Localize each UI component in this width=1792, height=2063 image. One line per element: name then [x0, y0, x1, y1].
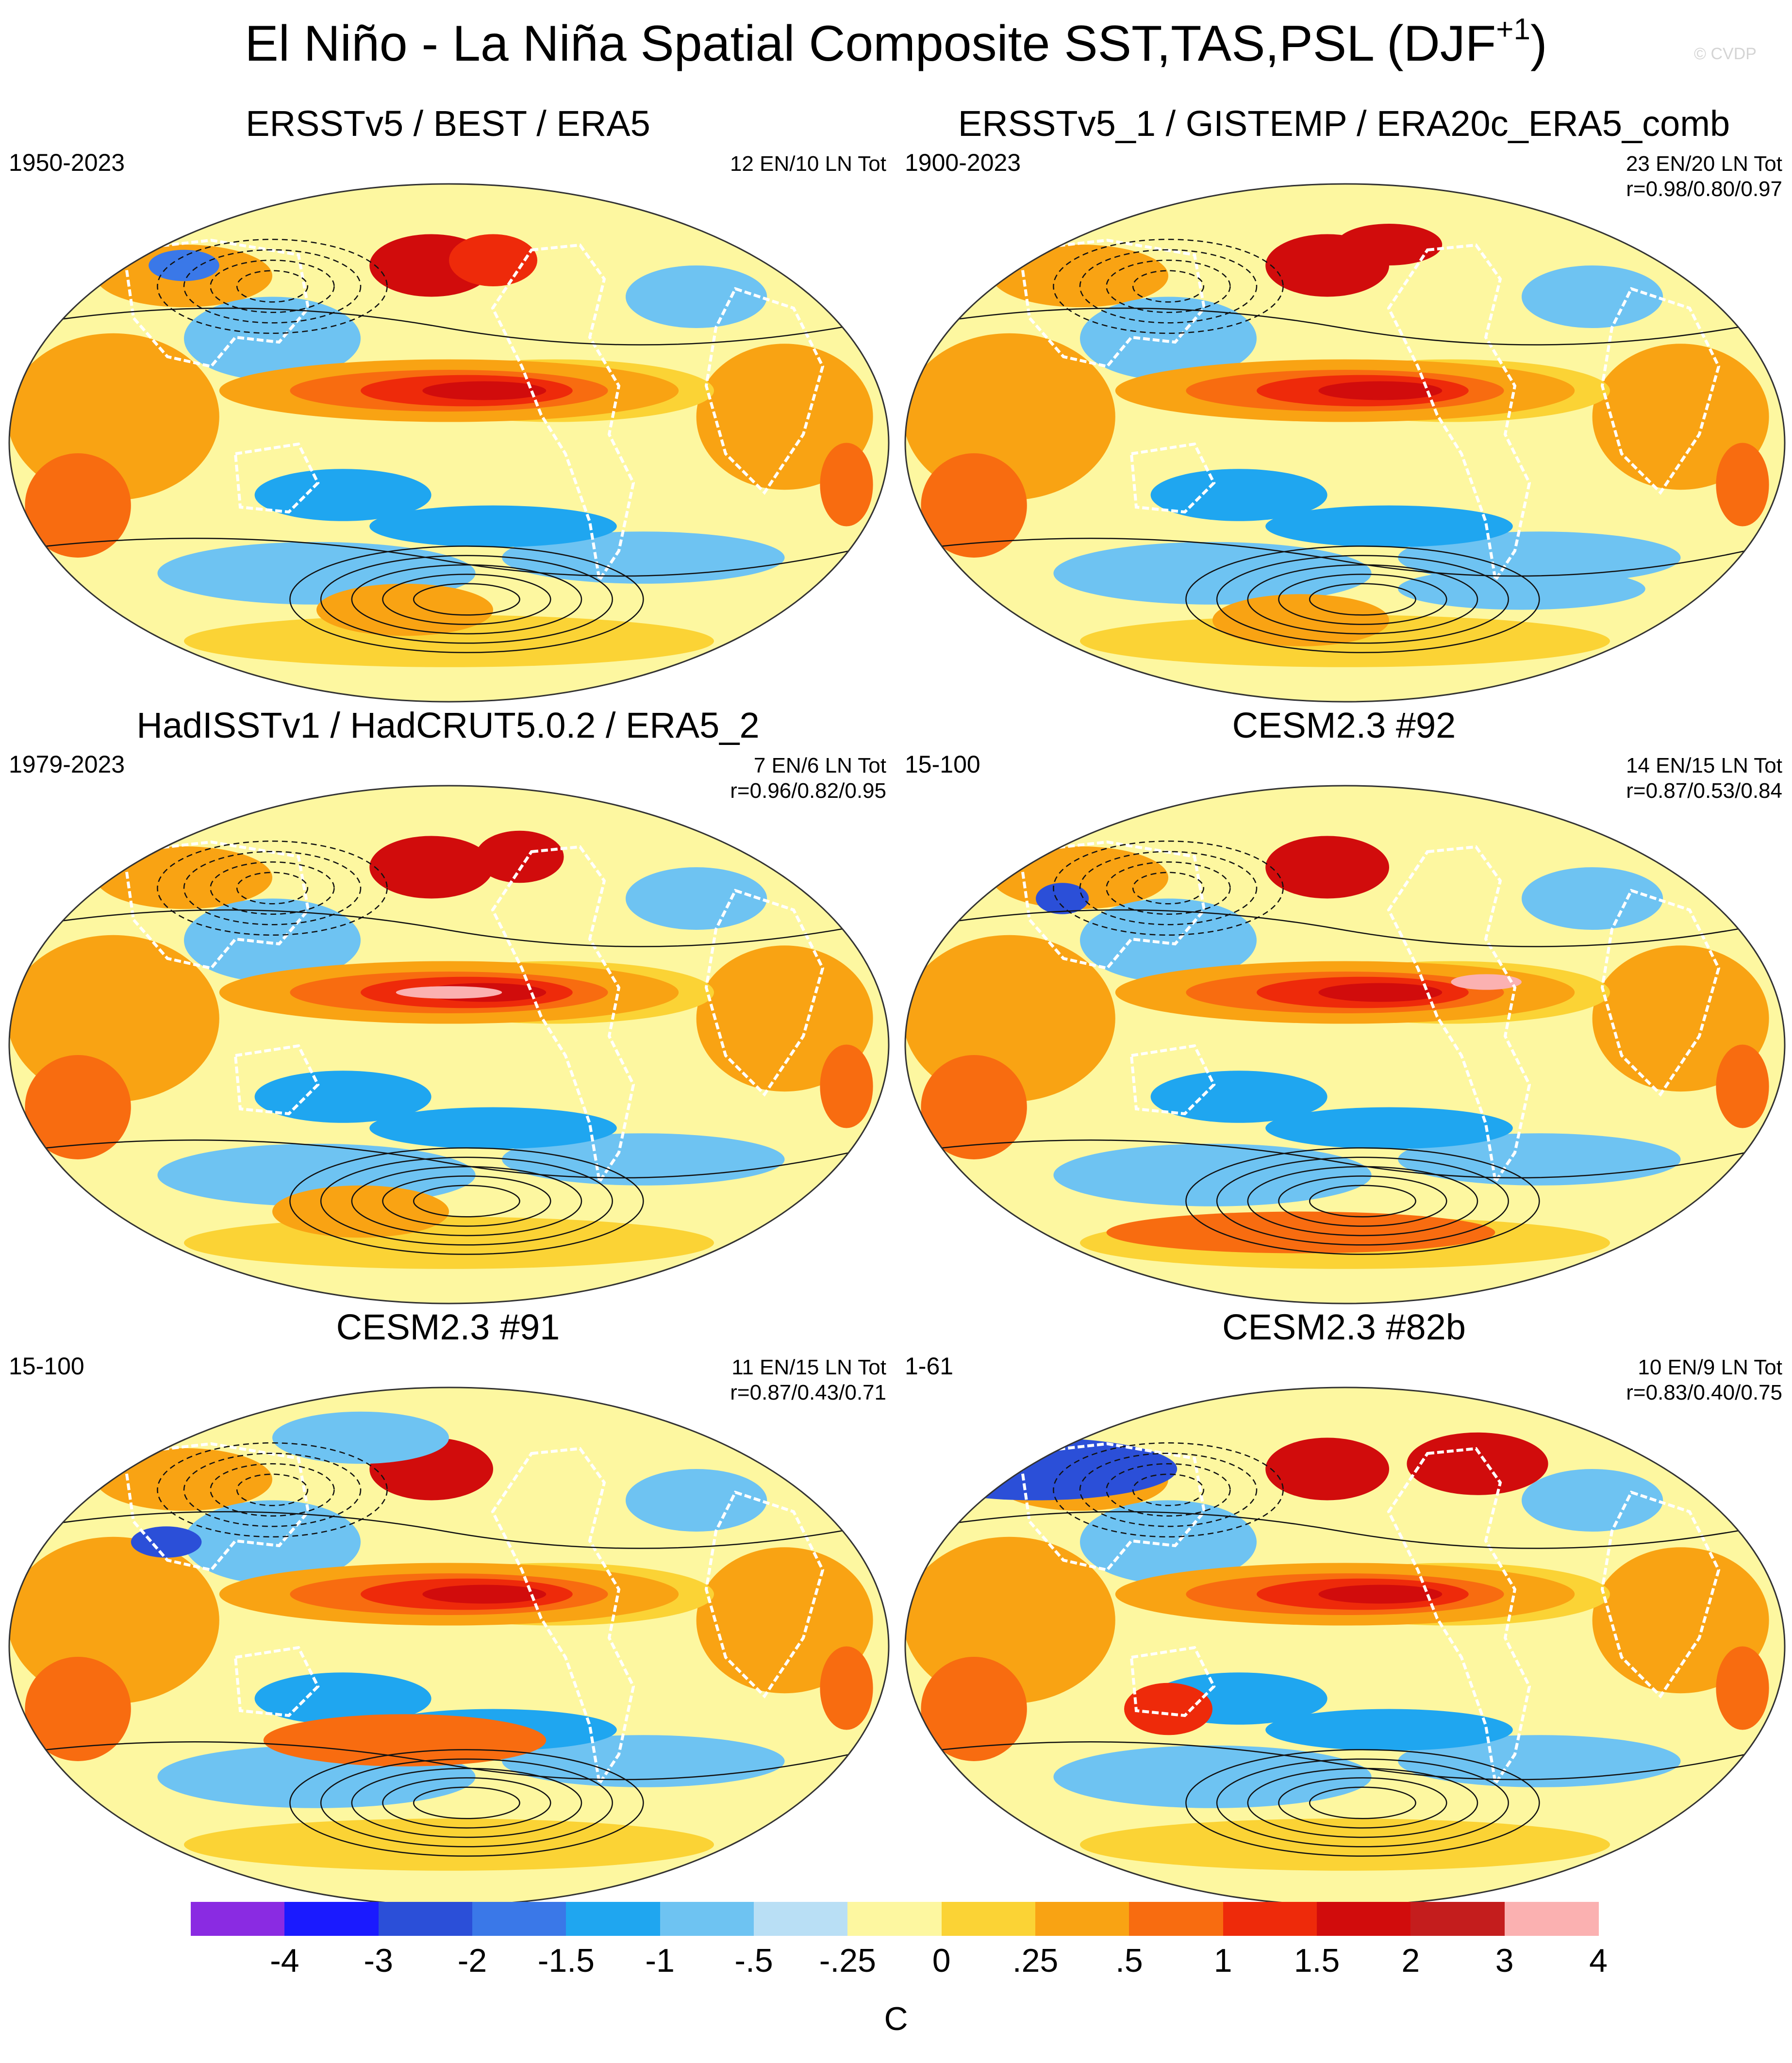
- main-title-close: ): [1530, 16, 1547, 72]
- colorbar-tick-label: -.25: [819, 1942, 876, 1979]
- composite-map: [8, 785, 890, 1304]
- panel-title: CESM2.3 #92: [1232, 705, 1456, 745]
- panel-stats: 14 EN/15 LN Tot r=0.87/0.53/0.84: [1626, 753, 1782, 804]
- panel-4: CESM2.3 #92 15-100 14 EN/15 LN Tot r=0.87…: [896, 704, 1792, 1305]
- colorbar-tick-label: 0: [932, 1942, 951, 1979]
- stats-line-2: r=0.87/0.43/0.71: [730, 1381, 886, 1404]
- panel-stats: 10 EN/9 LN Tot r=0.83/0.40/0.75: [1626, 1355, 1782, 1405]
- panel-period: 1-61: [905, 1353, 954, 1380]
- main-title-text: El Niño - La Niña Spatial Composite SST,…: [245, 16, 1496, 72]
- composite-map: [904, 183, 1786, 703]
- stats-line-1: 10 EN/9 LN Tot: [1638, 1355, 1782, 1379]
- copyright-mark: © CVDP: [1694, 45, 1757, 63]
- stats-line-1: 23 EN/20 LN Tot: [1626, 152, 1782, 176]
- panel-title: ERSSTv5_1 / GISTEMP / ERA20c_ERA5_comb: [958, 103, 1730, 144]
- colorbar-swatch: [378, 1902, 473, 1936]
- colorbar-swatch: [191, 1902, 285, 1936]
- colorbar-swatch: [847, 1902, 942, 1936]
- panel-stats: 12 EN/10 LN Tot: [730, 151, 886, 177]
- panel-period: 1900-2023: [905, 149, 1021, 176]
- colorbar-unit: C: [884, 2000, 908, 2037]
- colorbar-swatch: [660, 1902, 754, 1936]
- stats-line-1: 7 EN/6 LN Tot: [753, 754, 886, 777]
- panel-period: 15-100: [9, 1353, 84, 1380]
- colorbar-swatch: [566, 1902, 661, 1936]
- stats-line-2: r=0.83/0.40/0.75: [1626, 1381, 1782, 1404]
- colorbar-tick-label: 2: [1401, 1942, 1420, 1979]
- panel-6: CESM2.3 #82b 1-61 10 EN/9 LN Tot r=0.83/0…: [896, 1305, 1792, 1907]
- colorbar-tick-label: 1.5: [1294, 1942, 1340, 1979]
- colorbar-swatch: [1129, 1902, 1224, 1936]
- colorbar-tick-label: .25: [1012, 1942, 1059, 1979]
- colorbar-tick-label: 3: [1495, 1942, 1514, 1979]
- panel-stats: 7 EN/6 LN Tot r=0.96/0.82/0.95: [730, 753, 886, 804]
- composite-map: [8, 183, 890, 703]
- main-title-superscript: +1: [1496, 13, 1530, 46]
- colorbar-swatch: [1410, 1902, 1505, 1936]
- colorbar: [191, 1902, 1599, 1936]
- composite-map: [8, 1386, 890, 1906]
- panel-2: ERSSTv5_1 / GISTEMP / ERA20c_ERA5_comb 1…: [896, 102, 1792, 704]
- panel-3: HadISSTv1 / HadCRUT5.0.2 / ERA5_2 1979-2…: [0, 704, 896, 1305]
- panel-title: HadISSTv1 / HadCRUT5.0.2 / ERA5_2: [136, 705, 760, 745]
- colorbar-swatch: [754, 1902, 848, 1936]
- colorbar-tick-label: -1: [645, 1942, 675, 1979]
- panel-5: CESM2.3 #91 15-100 11 EN/15 LN Tot r=0.87…: [0, 1305, 896, 1907]
- composite-map: [904, 785, 1786, 1304]
- panel-period: 15-100: [905, 751, 980, 778]
- panel-title: CESM2.3 #82b: [1222, 1307, 1466, 1347]
- stats-line-2: r=0.96/0.82/0.95: [730, 779, 886, 803]
- colorbar-swatch: [472, 1902, 567, 1936]
- panel-1: ERSSTv5 / BEST / ERA5 1950-2023 12 EN/10…: [0, 102, 896, 704]
- composite-map: [904, 1386, 1786, 1906]
- colorbar-tick-label: -2: [457, 1942, 487, 1979]
- panel-period: 1950-2023: [9, 149, 125, 176]
- colorbar-tick-label: 1: [1213, 1942, 1232, 1979]
- panel-title: CESM2.3 #91: [336, 1307, 560, 1347]
- colorbar-tick-label: 4: [1589, 1942, 1608, 1979]
- colorbar-swatch: [1223, 1902, 1317, 1936]
- colorbar-tick-label: -1.5: [537, 1942, 595, 1979]
- stats-line-2: r=0.98/0.80/0.97: [1626, 177, 1782, 201]
- main-title: El Niño - La Niña Spatial Composite SST,…: [0, 15, 1792, 73]
- colorbar-tick-label: -.5: [734, 1942, 773, 1979]
- panel-title: ERSSTv5 / BEST / ERA5: [246, 103, 650, 144]
- colorbar-tick-label: -3: [364, 1942, 393, 1979]
- panel-stats: 23 EN/20 LN Tot r=0.98/0.80/0.97: [1626, 151, 1782, 202]
- panel-period: 1979-2023: [9, 751, 125, 778]
- colorbar-swatch: [941, 1902, 1036, 1936]
- colorbar-swatch: [284, 1902, 379, 1936]
- stats-line-1: 14 EN/15 LN Tot: [1626, 754, 1782, 777]
- stats-line-1: 12 EN/10 LN Tot: [730, 152, 886, 176]
- stats-line-2: r=0.87/0.53/0.84: [1626, 779, 1782, 803]
- stats-line-1: 11 EN/15 LN Tot: [731, 1355, 886, 1379]
- colorbar-swatch: [1504, 1902, 1599, 1936]
- colorbar-swatch: [1035, 1902, 1130, 1936]
- panel-stats: 11 EN/15 LN Tot r=0.87/0.43/0.71: [730, 1355, 886, 1405]
- colorbar-tick-label: .5: [1115, 1942, 1143, 1979]
- colorbar-swatch: [1317, 1902, 1411, 1936]
- colorbar-tick-label: -4: [270, 1942, 299, 1979]
